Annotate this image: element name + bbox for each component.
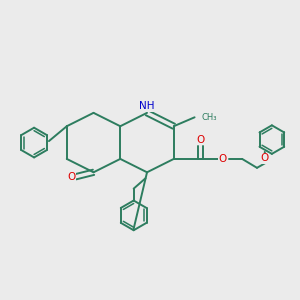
Text: O: O: [219, 154, 227, 164]
Text: O: O: [260, 153, 268, 163]
Text: NH: NH: [139, 101, 155, 111]
Text: O: O: [67, 172, 75, 182]
Text: O: O: [196, 135, 205, 145]
Text: CH₃: CH₃: [201, 113, 217, 122]
